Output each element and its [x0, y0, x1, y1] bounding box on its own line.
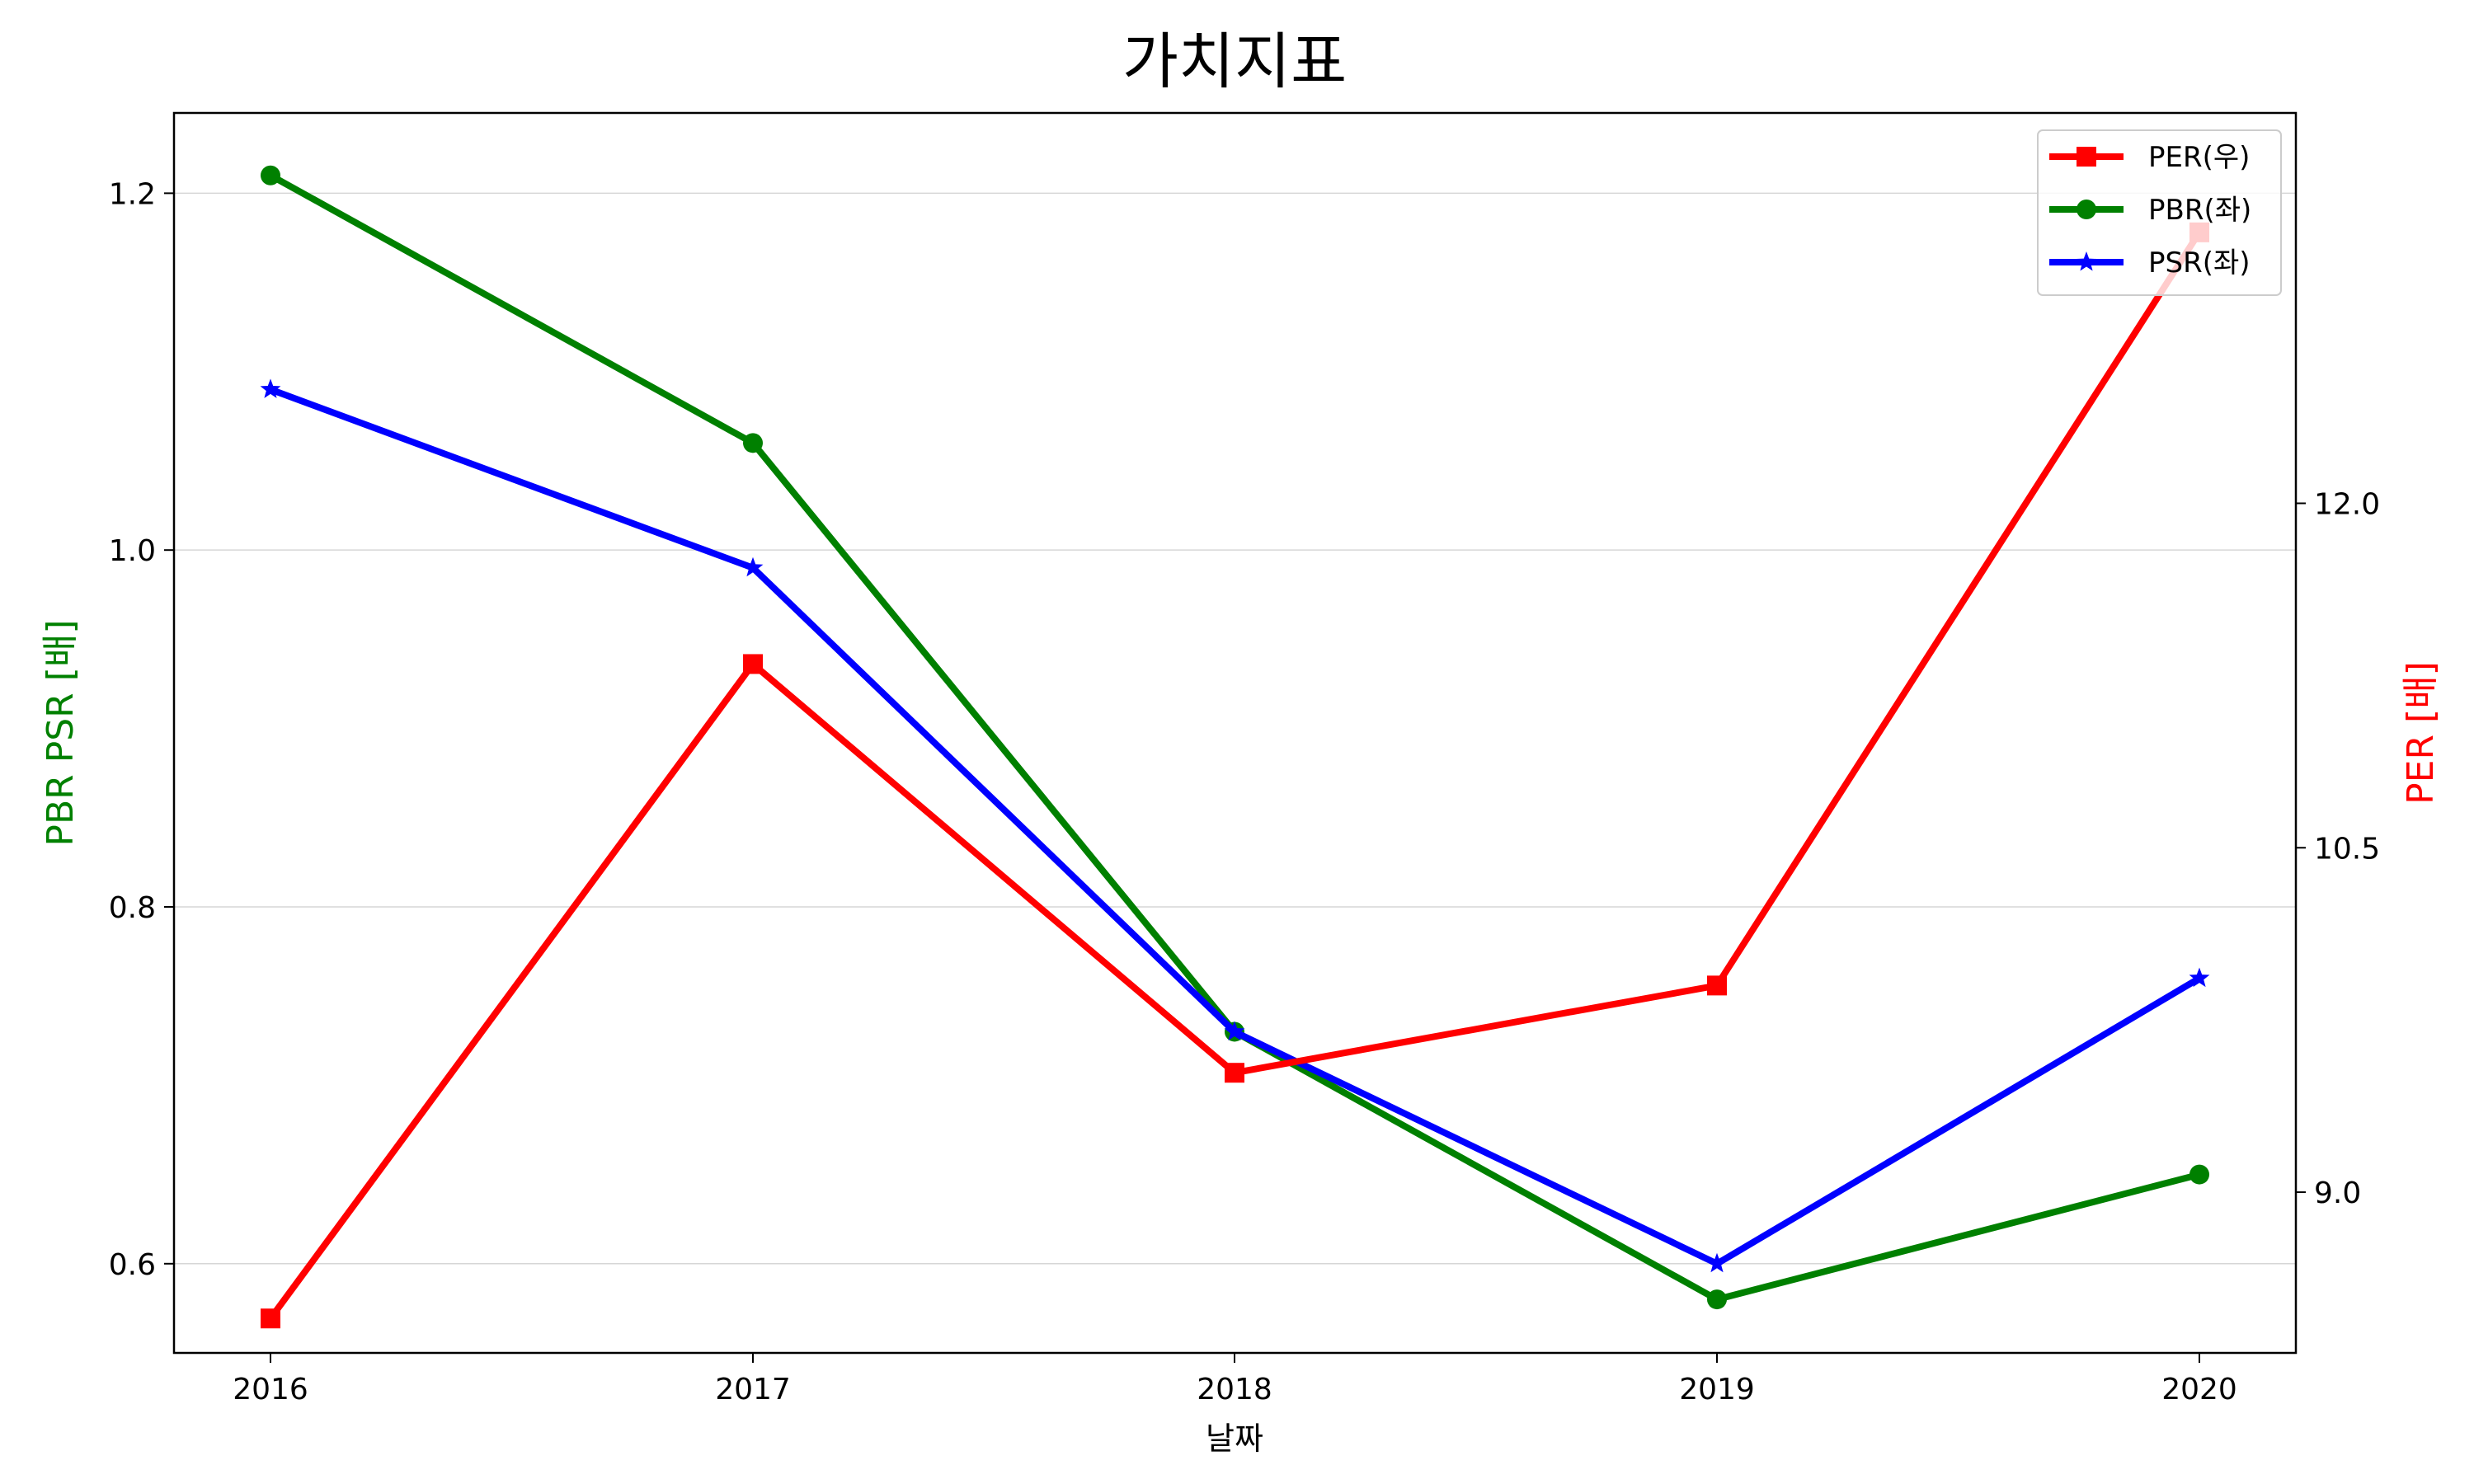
x-tick-label-2019: 2019: [1679, 1373, 1755, 1407]
series-pbr: [261, 165, 2209, 1310]
grid-lines: [174, 192, 2296, 1265]
y-left-tick-label-0: 0.6: [109, 1248, 156, 1282]
data-point-pbr-2017: [743, 433, 763, 453]
data-point-pbr-2020: [2189, 1164, 2209, 1185]
data-point-per-2016: [261, 1308, 280, 1329]
y-right-tick-label-1: 10.5: [2314, 832, 2380, 866]
data-point-pbr-2019: [1707, 1289, 1727, 1310]
y-axis-right-label: PER [배]: [2400, 661, 2442, 805]
series-line-pbr: [267, 171, 2203, 1303]
data-point-per-2017: [743, 654, 763, 674]
x-axis-label: 날짜: [1206, 1421, 1263, 1457]
x-axis: 2016 2017 2018 2019 2020: [233, 1353, 2237, 1407]
data-point-per-2019: [1707, 975, 1727, 996]
legend-box: [2037, 129, 2282, 296]
legend-label-psr: PSR(좌): [2148, 247, 2251, 279]
data-point-psr-2019: [1706, 1252, 1728, 1273]
legend-marker-per: [2077, 147, 2096, 167]
y-axis-left-label: PBR PSR [배]: [40, 619, 82, 846]
y-left-tick-label-3: 1.2: [109, 177, 156, 211]
series-line-per: [267, 228, 2203, 1322]
y-axis-left: 0.6 0.8 1.0 1.2: [109, 177, 174, 1282]
legend-item-psr: PSR(좌): [2049, 247, 2251, 279]
data-point-per-2018: [1225, 1063, 1244, 1083]
y-right-tick-label-0: 9.0: [2314, 1176, 2361, 1210]
x-tick-label-2016: 2016: [233, 1373, 308, 1407]
legend-marker-psr: [2076, 251, 2097, 271]
series-per: [261, 222, 2209, 1329]
y-left-tick-label-2: 1.0: [109, 534, 156, 568]
chart-title: 가치지표: [1122, 26, 1347, 97]
series-line-psr: [267, 386, 2203, 1267]
y-right-tick-label-2: 12.0: [2314, 487, 2380, 521]
legend-item-pbr: PBR(좌): [2049, 194, 2251, 227]
data-point-psr-2016: [260, 378, 281, 398]
data-point-psr-2017: [742, 556, 764, 577]
data-point-psr-2020: [2189, 967, 2210, 988]
legend-item-per: PER(우): [2049, 141, 2250, 174]
legend-label-pbr: PBR(좌): [2148, 194, 2251, 227]
x-tick-label-2018: 2018: [1197, 1373, 1272, 1407]
y-axis-right: 9.0 10.5 12.0: [2296, 487, 2380, 1210]
x-tick-label-2017: 2017: [715, 1373, 791, 1407]
legend: PER(우) PBR(좌) PSR(좌): [2037, 129, 2282, 296]
x-tick-label-2020: 2020: [2161, 1373, 2237, 1407]
data-point-pbr-2016: [261, 165, 280, 186]
data-point-psr-2018: [1224, 1021, 1245, 1040]
y-left-tick-label-1: 0.8: [109, 891, 156, 925]
legend-marker-pbr: [2077, 200, 2096, 219]
series-psr: [260, 378, 2210, 1273]
legend-label-per: PER(우): [2148, 141, 2250, 174]
series-layer: [260, 165, 2210, 1329]
